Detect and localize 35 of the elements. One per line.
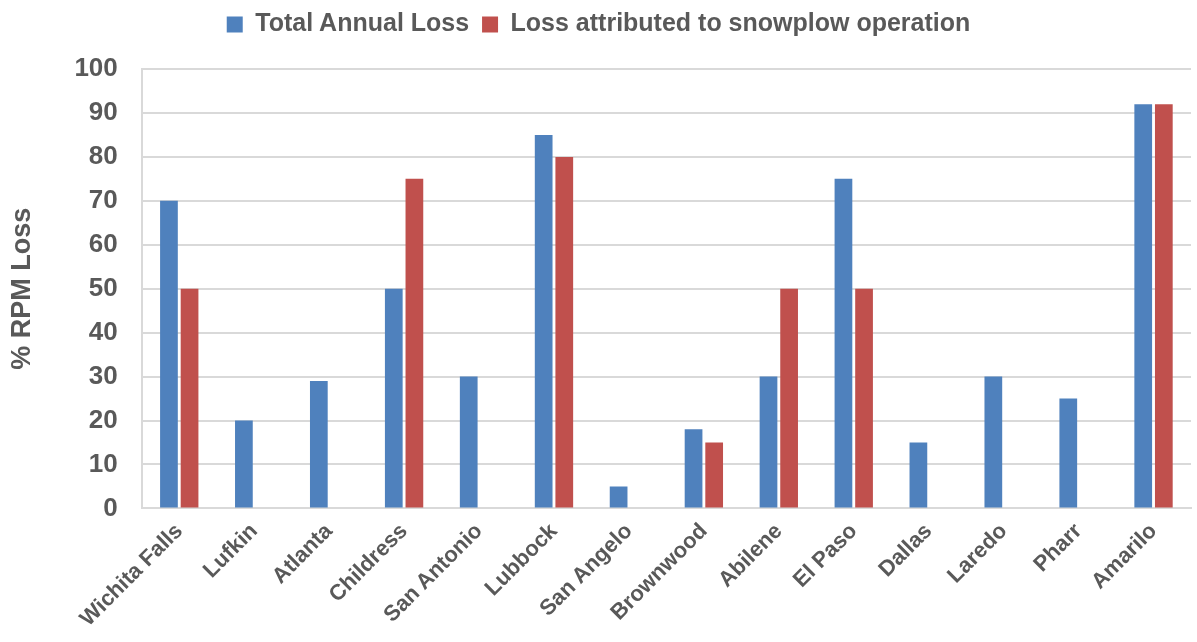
bar (1154, 104, 1173, 508)
bar (984, 376, 1003, 508)
bar (384, 288, 403, 508)
bar (235, 420, 253, 508)
legend-label: Loss attributed to snowplow operation (510, 8, 971, 37)
bar (160, 200, 178, 508)
bar (1134, 104, 1153, 508)
bar (459, 376, 478, 508)
y-tick-label: 50 (88, 271, 118, 302)
legend-label: Total Annual Loss (255, 8, 470, 37)
bar (909, 442, 928, 508)
y-axis-title: % RPM Loss (5, 207, 36, 370)
bar (405, 178, 424, 508)
y-tick-label: 90 (88, 96, 118, 127)
y-tick-label: 100 (74, 52, 118, 83)
bar (534, 134, 553, 508)
bar (180, 288, 199, 508)
bar (759, 376, 778, 508)
bar (705, 442, 724, 508)
y-tick-label: 40 (88, 315, 118, 346)
y-tick-label: 20 (88, 403, 118, 434)
y-tick-label: 10 (88, 447, 118, 478)
bar (1059, 398, 1078, 508)
y-tick-label: 0 (103, 491, 118, 522)
bar (855, 288, 873, 508)
bar (780, 288, 798, 508)
y-tick-label: 80 (88, 140, 118, 171)
y-tick-label: 70 (88, 183, 118, 214)
bar (609, 486, 628, 508)
y-tick-label: 60 (88, 227, 118, 258)
bar (684, 429, 703, 508)
bar (834, 178, 853, 508)
bar (309, 380, 328, 508)
bar (555, 156, 574, 508)
y-tick-label: 30 (88, 359, 118, 390)
